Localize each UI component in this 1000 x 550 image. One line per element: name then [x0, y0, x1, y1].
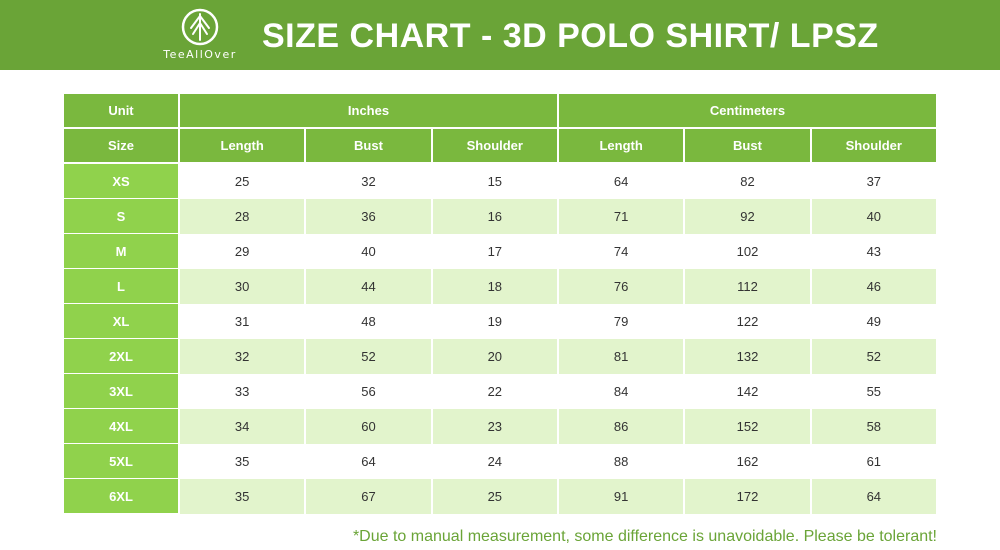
measurement-cell: 132 — [685, 339, 810, 374]
table-row: L 30 44 18 76 112 46 — [64, 269, 936, 304]
measurement-cell: 33 — [180, 374, 305, 409]
measurement-cell: 58 — [811, 409, 936, 444]
brand-logo: TeeAllOver — [150, 6, 250, 66]
measurement-cell: 19 — [432, 304, 557, 339]
size-cell: 3XL — [64, 374, 178, 409]
table-row: XL 31 48 19 79 122 49 — [64, 304, 936, 339]
measurement-cell: 31 — [180, 304, 305, 339]
table-row: M 29 40 17 74 102 43 — [64, 234, 936, 269]
table-row: 2XL 32 52 20 81 132 52 — [64, 339, 936, 374]
size-cell: L — [64, 269, 178, 304]
measurement-cell: 35 — [180, 479, 305, 514]
size-cell: 5XL — [64, 444, 178, 479]
measurement-cell: 102 — [685, 234, 810, 269]
column-header: Length — [558, 129, 684, 164]
table-row: 5XL 35 64 24 88 162 61 — [64, 444, 936, 479]
measurement-cell: 23 — [432, 409, 557, 444]
column-header: Length — [180, 129, 305, 164]
measurement-cell: 152 — [685, 409, 810, 444]
measurement-cell: 64 — [558, 164, 684, 199]
size-cell: 4XL — [64, 409, 178, 444]
size-cell: M — [64, 234, 178, 269]
column-header: Bust — [685, 129, 810, 164]
measurement-cell: 20 — [432, 339, 557, 374]
measurement-cell: 40 — [811, 199, 936, 234]
measurement-cell: 34 — [180, 409, 305, 444]
measurement-cell: 81 — [558, 339, 684, 374]
tree-logo-icon — [181, 8, 219, 46]
measurement-cell: 48 — [306, 304, 431, 339]
footnote: *Due to manual measurement, some differe… — [352, 528, 937, 545]
measurement-cell: 44 — [306, 269, 431, 304]
table-row: S 28 36 16 71 92 40 — [64, 199, 936, 234]
size-cell: 2XL — [64, 339, 178, 374]
measurement-cell: 142 — [685, 374, 810, 409]
table-row: 6XL 35 67 25 91 172 64 — [64, 479, 936, 514]
size-label: Size — [64, 129, 178, 164]
measurement-cell: 32 — [306, 164, 431, 199]
measurement-cell: 60 — [306, 409, 431, 444]
measurement-cell: 29 — [180, 234, 305, 269]
measurement-cell: 49 — [811, 304, 936, 339]
measurement-cell: 67 — [306, 479, 431, 514]
logo-text: TeeAllOver — [163, 48, 237, 61]
size-cell: S — [64, 199, 178, 234]
measurement-cell: 46 — [811, 269, 936, 304]
measurement-cell: 92 — [685, 199, 810, 234]
measurement-cell: 32 — [180, 339, 305, 374]
centimeters-group-header: Centimeters — [558, 94, 936, 129]
measurement-cell: 15 — [432, 164, 557, 199]
measurement-cell: 56 — [306, 374, 431, 409]
header-banner: TeeAllOver SIZE CHART - 3D POLO SHIRT/ L… — [0, 0, 1000, 70]
measurement-cell: 52 — [811, 339, 936, 374]
measurement-cell: 16 — [432, 199, 557, 234]
measurement-cell: 28 — [180, 199, 305, 234]
measurement-cell: 76 — [558, 269, 684, 304]
measurement-cell: 64 — [306, 444, 431, 479]
column-header-row: Size Length Bust Shoulder Length Bust Sh… — [64, 129, 936, 164]
column-header: Shoulder — [432, 129, 557, 164]
unit-header-row: Unit Inches Centimeters — [64, 94, 936, 129]
page-title: SIZE CHART - 3D POLO SHIRT/ LPSZ — [262, 17, 879, 55]
measurement-cell: 82 — [685, 164, 810, 199]
measurement-cell: 36 — [306, 199, 431, 234]
measurement-cell: 162 — [685, 444, 810, 479]
table-row: 4XL 34 60 23 86 152 58 — [64, 409, 936, 444]
measurement-cell: 74 — [558, 234, 684, 269]
measurement-cell: 122 — [685, 304, 810, 339]
measurement-cell: 18 — [432, 269, 557, 304]
table-row: XS 25 32 15 64 82 37 — [64, 164, 936, 199]
measurement-cell: 71 — [558, 199, 684, 234]
unit-label: Unit — [64, 94, 178, 129]
measurement-cell: 61 — [811, 444, 936, 479]
measurement-cell: 30 — [180, 269, 305, 304]
column-header: Shoulder — [811, 129, 936, 164]
size-cell: 6XL — [64, 479, 178, 514]
measurement-cell: 22 — [432, 374, 557, 409]
measurement-cell: 25 — [180, 164, 305, 199]
measurement-cell: 52 — [306, 339, 431, 374]
measurement-cell: 79 — [558, 304, 684, 339]
measurement-cell: 86 — [558, 409, 684, 444]
column-header: Bust — [306, 129, 431, 164]
measurement-cell: 35 — [180, 444, 305, 479]
measurement-cell: 172 — [685, 479, 810, 514]
measurement-cell: 64 — [811, 479, 936, 514]
size-cell: XS — [64, 164, 178, 199]
inches-group-header: Inches — [180, 94, 557, 129]
size-chart-table: Unit Inches Centimeters Size Length Bust… — [62, 94, 938, 514]
measurement-cell: 91 — [558, 479, 684, 514]
measurement-cell: 37 — [811, 164, 936, 199]
table-row: 3XL 33 56 22 84 142 55 — [64, 374, 936, 409]
size-cell: XL — [64, 304, 178, 339]
measurement-cell: 17 — [432, 234, 557, 269]
measurement-cell: 25 — [432, 479, 557, 514]
measurement-cell: 55 — [811, 374, 936, 409]
measurement-cell: 40 — [306, 234, 431, 269]
measurement-cell: 43 — [811, 234, 936, 269]
measurement-cell: 112 — [685, 269, 810, 304]
measurement-cell: 84 — [558, 374, 684, 409]
measurement-cell: 88 — [558, 444, 684, 479]
measurement-cell: 24 — [432, 444, 557, 479]
